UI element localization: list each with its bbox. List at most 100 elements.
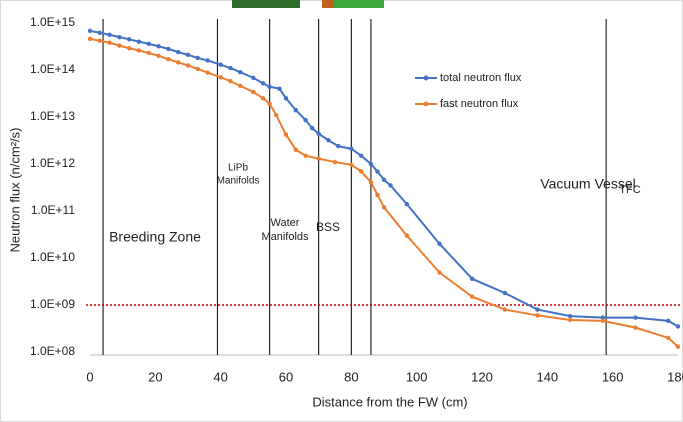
x-tick-label: 80 (344, 369, 358, 384)
data-point (156, 44, 161, 49)
data-point (228, 65, 233, 71)
data-point (326, 138, 331, 143)
data-point (195, 66, 200, 72)
x-tick-label: 140 (536, 369, 558, 384)
data-point (568, 313, 573, 319)
legend-marker (423, 101, 429, 107)
data-point (358, 153, 364, 158)
data-point (277, 86, 282, 91)
x-tick-label: 40 (213, 369, 227, 384)
data-point (195, 55, 200, 61)
data-point (381, 177, 387, 183)
region-label: LiPb (228, 163, 248, 174)
x-tick-label: 100 (406, 369, 428, 384)
data-point (251, 75, 256, 81)
data-point (568, 317, 573, 323)
data-point (97, 38, 103, 43)
region-label: Vacuum Vessel (540, 176, 635, 192)
data-point (176, 60, 181, 65)
data-point (535, 307, 540, 312)
legend-marker (423, 75, 429, 81)
data-point (316, 131, 321, 136)
data-point (127, 37, 132, 42)
y-tick-label: 1.0E+15 (30, 15, 75, 29)
region-label: BSS (316, 220, 340, 234)
data-point (146, 41, 151, 47)
data-point (176, 49, 181, 55)
data-point (502, 290, 508, 296)
data-point (437, 241, 442, 247)
data-point (136, 39, 142, 44)
series-line (89, 37, 679, 348)
data-point (675, 344, 681, 349)
x-tick-label: 160 (602, 369, 624, 384)
region-label: Manifolds (261, 231, 309, 243)
y-tick-label: 1.0E+08 (30, 344, 75, 358)
region-label: Breeding Zone (109, 229, 201, 245)
data-point (166, 56, 171, 62)
legend-label: fast neutron flux (440, 98, 519, 110)
data-point (274, 112, 279, 118)
data-point (205, 70, 210, 75)
data-point (205, 58, 210, 63)
x-tick-label: 120 (471, 369, 493, 384)
data-point (136, 48, 142, 53)
data-point (349, 146, 354, 152)
x-tick-label: 180 (667, 369, 683, 384)
legend-label: total neutron flux (440, 72, 522, 84)
data-point (358, 169, 364, 174)
data-point (309, 125, 315, 131)
data-point (437, 270, 442, 275)
data-point (260, 81, 266, 86)
data-point (117, 43, 122, 48)
data-point (267, 84, 272, 89)
data-point (600, 318, 606, 324)
data-point (470, 294, 475, 299)
data-point (218, 75, 223, 80)
data-point (666, 335, 671, 341)
data-point (502, 307, 508, 312)
data-point (283, 96, 289, 101)
data-point (185, 52, 191, 58)
data-point (381, 205, 387, 210)
data-point (97, 30, 103, 35)
data-point (404, 233, 410, 238)
image-fragment (232, 0, 300, 8)
data-point (388, 183, 393, 188)
data-point (633, 325, 638, 330)
data-point (675, 324, 681, 329)
image-fragment (322, 0, 334, 8)
data-point (375, 192, 380, 198)
region-label: Manifolds (217, 176, 260, 187)
data-point (368, 161, 374, 167)
data-point (156, 53, 161, 59)
image-fragment (322, 0, 384, 8)
region-label: Water (271, 217, 300, 229)
data-point (117, 34, 122, 40)
y-axis-label: Neutron flux (n/cm²/s) (7, 128, 22, 253)
data-point (303, 153, 308, 158)
data-point (218, 62, 223, 67)
data-point (349, 162, 354, 168)
data-point (303, 117, 308, 123)
data-point (375, 169, 380, 174)
data-point (336, 143, 341, 149)
data-point (470, 276, 475, 282)
data-point (535, 313, 540, 318)
region-label: TFC (619, 184, 640, 196)
data-point (166, 46, 171, 52)
y-tick-label: 1.0E+12 (30, 156, 75, 170)
data-point (293, 147, 298, 153)
y-tick-label: 1.0E+14 (30, 62, 75, 76)
data-point (633, 315, 638, 320)
data-point (293, 107, 298, 113)
data-point (251, 89, 256, 95)
data-point (238, 83, 243, 89)
data-point (666, 318, 671, 324)
y-tick-label: 1.0E+09 (30, 297, 75, 311)
data-point (267, 101, 272, 107)
data-point (260, 96, 266, 101)
data-point (185, 63, 191, 68)
data-point (228, 78, 233, 84)
